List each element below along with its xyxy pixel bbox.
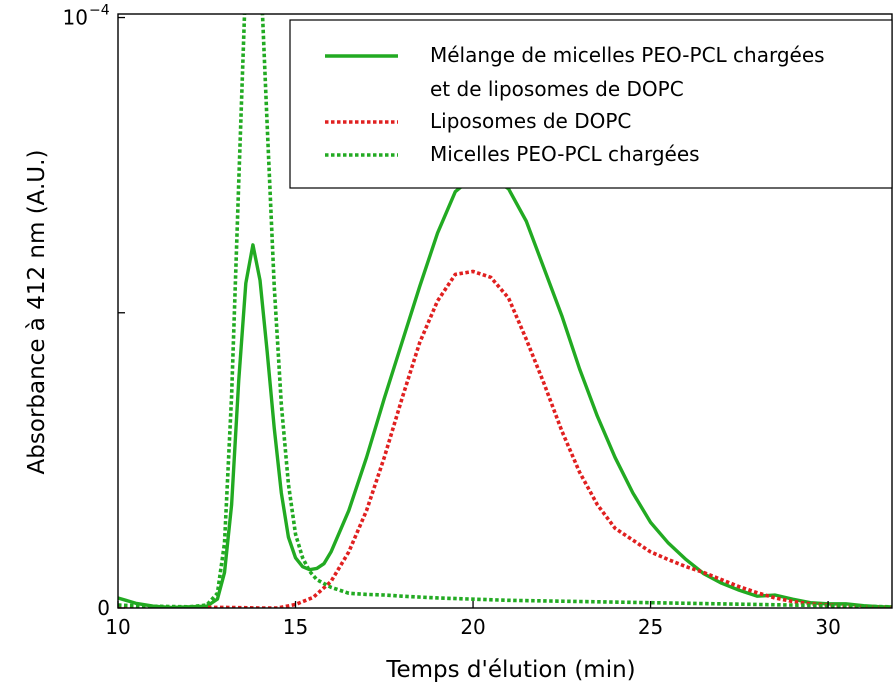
y-axis-label: Absorbance à 412 nm (A.U.) — [24, 150, 50, 475]
series-layer — [118, 14, 892, 608]
x-tick-label-4: 25 — [638, 615, 663, 639]
legend-box — [289, 19, 893, 189]
x-tick-label-2: 15 — [283, 615, 308, 639]
legend-label-2: Liposomes de DOPC — [430, 109, 631, 133]
x-tick-label-1: 10 — [105, 615, 130, 639]
legend-label-1-line-2: et de liposomes de DOPC — [430, 77, 684, 101]
legend-label-1: Mélange de micelles PEO-PCL chargées — [430, 43, 825, 67]
series-line-1 — [118, 175, 892, 608]
series-line-2 — [118, 269, 892, 608]
y-tick-label-1: 0 — [97, 596, 110, 620]
plot-frame — [117, 13, 893, 609]
y-tick-exponent-3: −4 — [89, 3, 110, 19]
series-line-3 — [118, 14, 892, 608]
y-tick-label-3: 10 — [63, 6, 88, 30]
x-axis-label: Temps d'élution (min) — [385, 657, 635, 683]
legend: Mélange de micelles PEO-PCL chargées et d… — [289, 19, 893, 189]
legend-label-3: Micelles PEO-PCL chargées — [430, 142, 700, 166]
x-tick-label-3: 20 — [460, 615, 485, 639]
x-tick-label-5: 30 — [815, 615, 840, 639]
legend-items: Mélange de micelles PEO-PCL chargées et d… — [325, 43, 825, 166]
